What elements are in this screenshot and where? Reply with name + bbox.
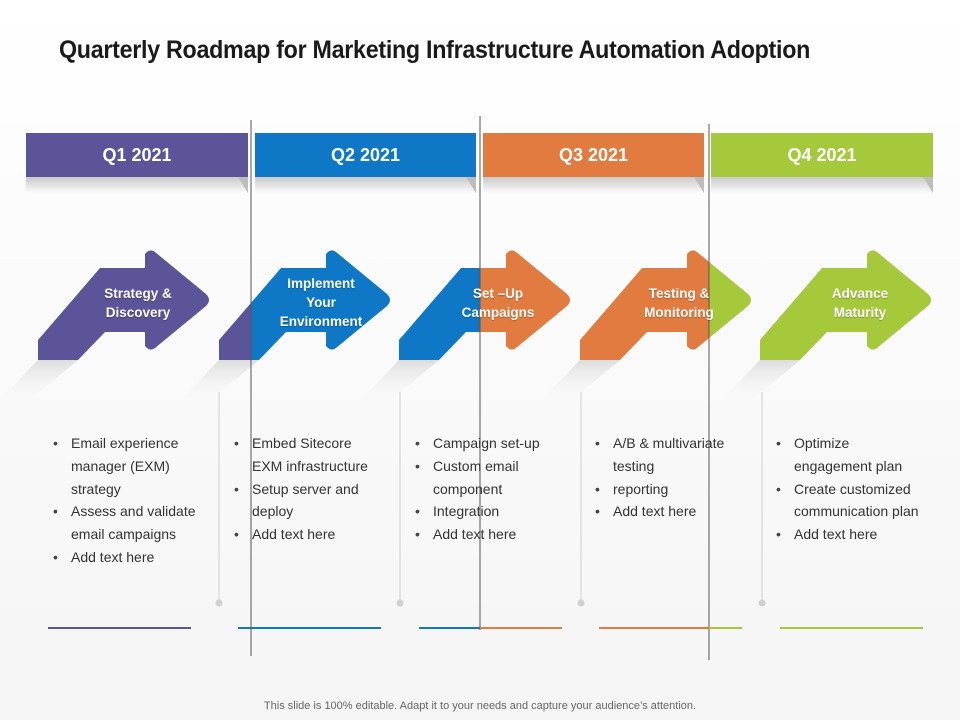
stage-4-label-line-2: Monitoring <box>644 305 714 320</box>
stage-4-label: Testing & Monitoring <box>624 284 734 322</box>
stage-5-label: Advance Maturity <box>805 284 915 322</box>
stage-2-label-line-2: Your <box>306 295 336 310</box>
stage-2-label: Implement Your Environment <box>266 274 376 331</box>
stage-connector-dot-4 <box>758 599 766 607</box>
stage-3-bullets: Campaign set-up Custom email component I… <box>413 432 563 546</box>
stage-1-label-line-2: Discovery <box>105 305 171 320</box>
quarter-q4-label: Q4 2021 <box>787 144 857 165</box>
stage-4-label-line-1: Testing & <box>648 286 710 301</box>
stage-1-label-line-1: Strategy & <box>104 286 172 301</box>
list-item: Integration <box>413 500 563 523</box>
quarter-q1: Q1 2021 <box>26 133 248 177</box>
stage-1-bullets: Email experience manager (EXM) strategy … <box>51 432 201 569</box>
stage-2-label-line-1: Implement <box>287 276 355 291</box>
stage-2-label-line-3: Environment <box>279 314 363 329</box>
quarter-q4-shadow <box>711 177 933 193</box>
list-item: reporting <box>593 478 743 501</box>
quarter-q2: Q2 2021 <box>255 133 476 177</box>
list-item: Assess and validate email campaigns <box>51 500 201 546</box>
arrow-2-reflection <box>181 360 259 400</box>
list-item: Create customized communication plan <box>774 478 924 524</box>
quarter-q4-fold <box>923 177 933 193</box>
quarter-q1-label: Q1 2021 <box>102 144 172 165</box>
quarter-q1-fold <box>238 177 248 193</box>
quarter-q3-label: Q3 2021 <box>558 144 629 165</box>
list-item: Embed Sitecore EXM infrastructure <box>232 432 382 478</box>
quarter-q3-fold <box>694 177 704 193</box>
list-item: Add text here <box>232 523 382 546</box>
arrow-4-reflection <box>542 360 620 400</box>
page-title: Quarterly Roadmap for Marketing Infrastr… <box>59 36 811 64</box>
quarter-q2-label: Q2 2021 <box>330 144 401 165</box>
arrow-strategy-discovery <box>38 250 209 360</box>
list-item: Optimize engagement plan <box>774 432 924 478</box>
stage-5-label-line-2: Maturity <box>833 305 887 320</box>
list-item: Campaign set-up <box>413 432 563 455</box>
stage-4-bullets: A/B & multivariate testing reporting Add… <box>593 432 743 523</box>
arrow-3-reflection <box>361 360 439 400</box>
list-item: Add text here <box>774 523 924 546</box>
list-item: Add text here <box>413 523 563 546</box>
list-item: Setup server and deploy <box>232 478 382 524</box>
stage-3-label-line-2: Campaigns <box>461 305 535 320</box>
list-item: A/B & multivariate testing <box>593 432 743 478</box>
quarter-q2-shadow <box>255 177 476 193</box>
list-item: Custom email component <box>413 455 563 501</box>
arrow-5-reflection <box>722 360 800 400</box>
quarter-q2-fold <box>466 177 476 193</box>
stage-1-label: Strategy & Discovery <box>83 284 193 322</box>
arrow-advance-maturity <box>760 250 931 360</box>
stage-3-label-line-1: Set –Up <box>472 286 524 301</box>
stage-connector-dot-1 <box>215 599 223 607</box>
list-item: Add text here <box>51 546 201 569</box>
quarter-q3: Q3 2021 <box>483 133 704 177</box>
stage-5-label-line-1: Advance <box>831 286 889 301</box>
stage-connector-dot-3 <box>577 599 585 607</box>
quarter-q3-shadow <box>483 177 704 193</box>
stage-connector-dot-2 <box>396 599 404 607</box>
list-item: Add text here <box>593 500 743 523</box>
arrow-1-reflection <box>0 360 78 400</box>
stage-2-bullets: Embed Sitecore EXM infrastructure Setup … <box>232 432 382 546</box>
stage-5-bullets: Optimize engagement plan Create customiz… <box>774 432 924 546</box>
stage-3-label: Set –Up Campaigns <box>443 284 553 322</box>
quarter-q1-shadow <box>26 177 248 193</box>
footer-note: This slide is 100% editable. Adapt it to… <box>263 700 697 712</box>
quarter-q4: Q4 2021 <box>711 133 933 177</box>
list-item: Email experience manager (EXM) strategy <box>51 432 201 500</box>
